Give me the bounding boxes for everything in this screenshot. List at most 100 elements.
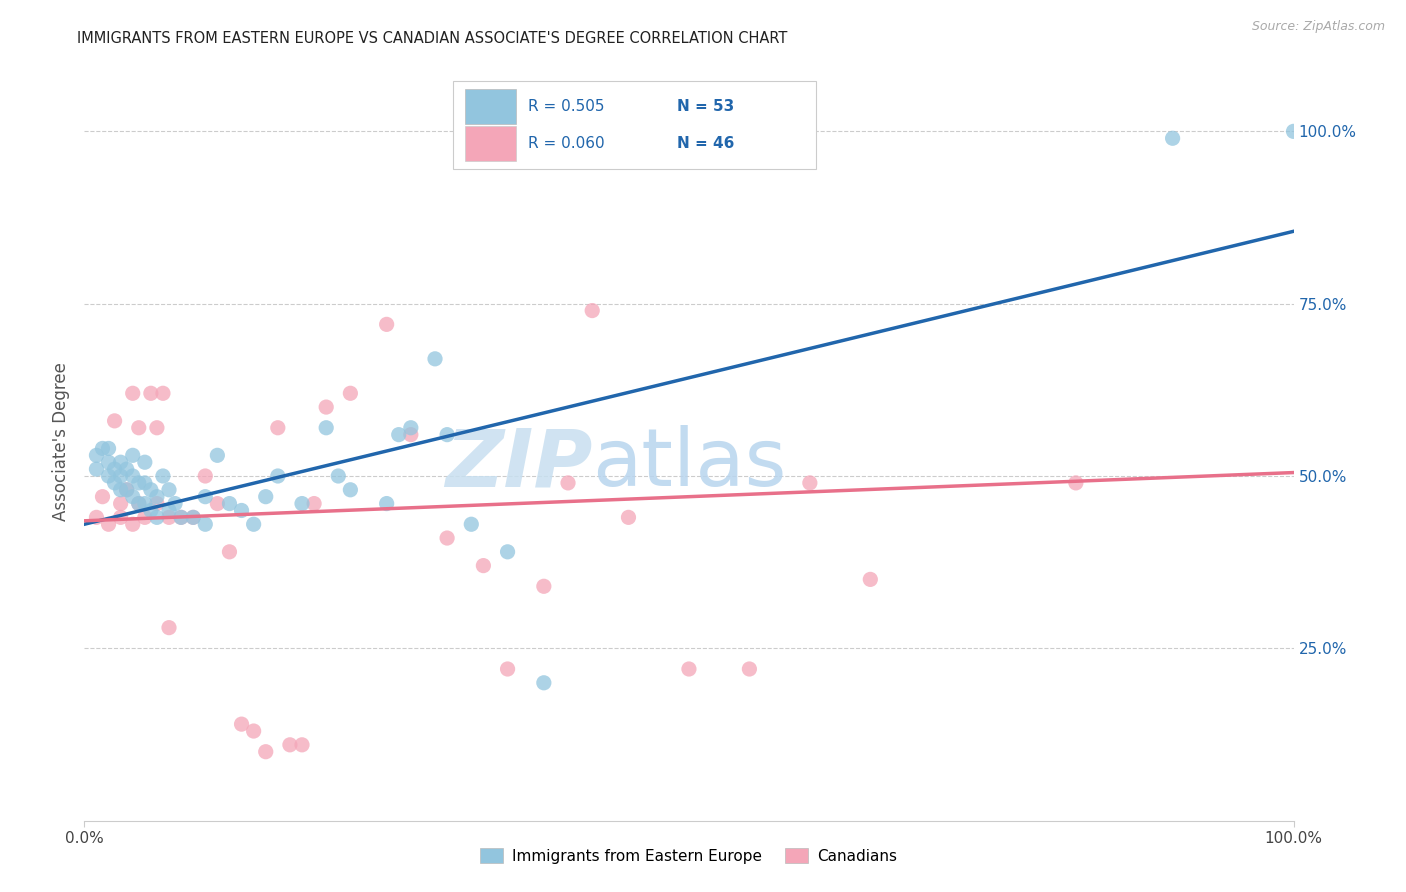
Point <box>97 517 120 532</box>
Point <box>165 497 187 511</box>
Point <box>328 469 350 483</box>
Point <box>170 510 193 524</box>
Point <box>231 717 253 731</box>
Point <box>194 517 217 532</box>
Point <box>91 442 114 456</box>
Point <box>557 475 579 490</box>
Point <box>91 490 114 504</box>
Point <box>617 510 640 524</box>
Point <box>1064 475 1087 490</box>
Point <box>339 483 361 497</box>
Point <box>121 386 143 401</box>
Legend: Immigrants from Eastern Europe, Canadians: Immigrants from Eastern Europe, Canadian… <box>474 842 904 870</box>
FancyBboxPatch shape <box>465 126 516 161</box>
Point <box>152 469 174 483</box>
Point <box>496 545 519 559</box>
Point <box>110 483 132 497</box>
Point <box>170 510 193 524</box>
Point <box>218 497 240 511</box>
Point <box>242 724 264 739</box>
Point <box>157 510 180 524</box>
Point <box>139 503 162 517</box>
Point <box>533 675 555 690</box>
Text: R = 0.505: R = 0.505 <box>529 99 605 114</box>
Point <box>460 517 482 532</box>
Point <box>436 427 458 442</box>
Point <box>110 497 132 511</box>
Point <box>97 442 120 456</box>
Point <box>678 662 700 676</box>
Point <box>581 303 603 318</box>
Y-axis label: Associate's Degree: Associate's Degree <box>52 362 70 521</box>
FancyBboxPatch shape <box>453 81 815 169</box>
Point <box>128 497 150 511</box>
Point <box>86 462 108 476</box>
Point <box>134 497 156 511</box>
Point <box>110 469 132 483</box>
Point <box>134 455 156 469</box>
Point <box>375 497 398 511</box>
Point <box>738 662 761 676</box>
Point <box>472 558 495 573</box>
Point <box>533 579 555 593</box>
Point <box>157 503 180 517</box>
Text: R = 0.060: R = 0.060 <box>529 136 605 151</box>
Point <box>110 510 132 524</box>
Point <box>207 448 229 462</box>
Text: atlas: atlas <box>592 425 786 503</box>
Point <box>291 738 314 752</box>
Point <box>86 448 108 462</box>
Point <box>115 483 138 497</box>
Point <box>121 469 143 483</box>
Point <box>399 427 422 442</box>
Point <box>104 414 127 428</box>
Point <box>146 421 169 435</box>
Point <box>859 573 882 587</box>
Point <box>146 490 169 504</box>
FancyBboxPatch shape <box>465 89 516 124</box>
Point <box>375 318 398 332</box>
Point <box>315 421 337 435</box>
Point <box>110 455 132 469</box>
Point <box>152 386 174 401</box>
Point <box>1161 131 1184 145</box>
Point <box>231 503 253 517</box>
Point <box>181 510 204 524</box>
Point <box>181 510 204 524</box>
Point <box>134 510 156 524</box>
Point <box>121 490 143 504</box>
Text: N = 53: N = 53 <box>676 99 734 114</box>
Point <box>194 490 217 504</box>
Point <box>315 400 337 414</box>
Point <box>115 483 138 497</box>
Point <box>134 475 156 490</box>
Point <box>128 497 150 511</box>
Point <box>146 497 169 511</box>
Point <box>207 497 229 511</box>
Point <box>97 469 120 483</box>
Point <box>157 483 180 497</box>
Text: IMMIGRANTS FROM EASTERN EUROPE VS CANADIAN ASSOCIATE'S DEGREE CORRELATION CHART: IMMIGRANTS FROM EASTERN EUROPE VS CANADI… <box>77 31 787 46</box>
Point <box>254 490 277 504</box>
Point <box>267 469 290 483</box>
Point <box>339 386 361 401</box>
Point <box>157 621 180 635</box>
Point <box>139 483 162 497</box>
Point <box>86 510 108 524</box>
Point <box>121 448 143 462</box>
Point <box>291 497 314 511</box>
Point <box>139 386 162 401</box>
Point <box>242 517 264 532</box>
Point <box>104 462 127 476</box>
Point <box>104 475 127 490</box>
Point <box>115 462 138 476</box>
Point <box>423 351 446 366</box>
Point <box>146 510 169 524</box>
Text: Source: ZipAtlas.com: Source: ZipAtlas.com <box>1251 20 1385 33</box>
Point <box>267 421 290 435</box>
Point <box>1282 124 1305 138</box>
Text: N = 46: N = 46 <box>676 136 734 151</box>
Point <box>218 545 240 559</box>
Point <box>496 662 519 676</box>
Point <box>121 517 143 532</box>
